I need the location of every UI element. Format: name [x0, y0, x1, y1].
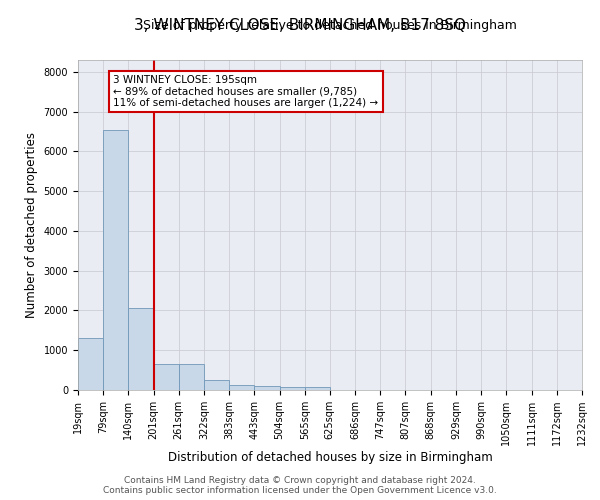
Y-axis label: Number of detached properties: Number of detached properties — [25, 132, 38, 318]
Bar — [204, 380, 229, 390]
Bar — [154, 364, 179, 390]
Bar — [229, 385, 254, 390]
Bar — [254, 386, 280, 390]
Bar — [103, 130, 128, 390]
Text: 3 WINTNEY CLOSE: 195sqm
← 89% of detached houses are smaller (9,785)
11% of semi: 3 WINTNEY CLOSE: 195sqm ← 89% of detache… — [113, 75, 379, 108]
Text: Contains HM Land Registry data © Crown copyright and database right 2024.
Contai: Contains HM Land Registry data © Crown c… — [103, 476, 497, 495]
Text: 3, WINTNEY CLOSE, BIRMINGHAM, B17 8SQ: 3, WINTNEY CLOSE, BIRMINGHAM, B17 8SQ — [134, 18, 466, 32]
Bar — [128, 308, 154, 390]
Bar — [78, 338, 103, 390]
Bar — [280, 387, 305, 390]
Title: Size of property relative to detached houses in Birmingham: Size of property relative to detached ho… — [143, 20, 517, 32]
Bar — [305, 387, 330, 390]
Bar — [179, 364, 204, 390]
X-axis label: Distribution of detached houses by size in Birmingham: Distribution of detached houses by size … — [167, 451, 493, 464]
